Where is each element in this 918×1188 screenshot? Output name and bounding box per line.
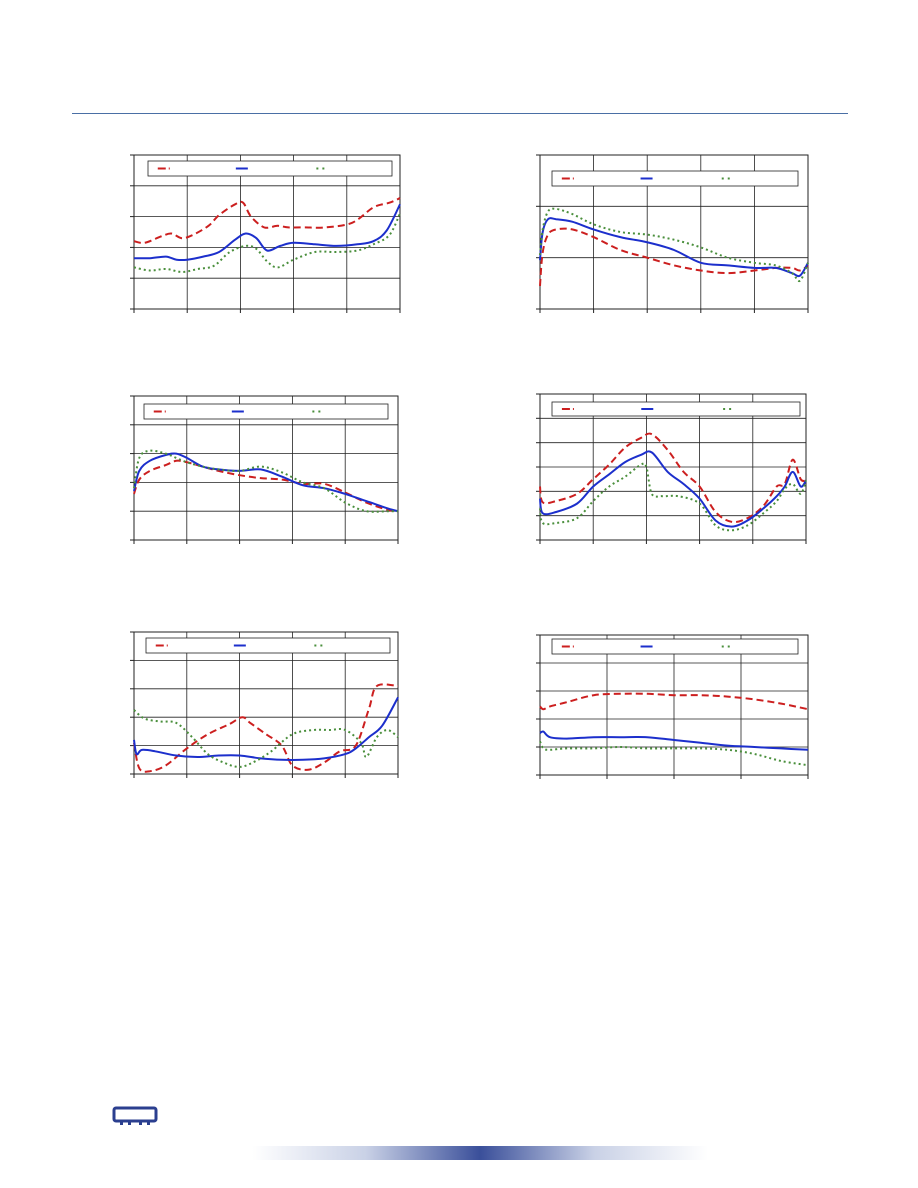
legend-box <box>551 638 799 655</box>
legend-box <box>551 401 801 417</box>
series-line-1 <box>133 197 401 244</box>
series-line-2 <box>133 203 401 262</box>
chart-svg <box>130 631 399 778</box>
plot-frame <box>133 154 401 310</box>
plot-frame <box>133 395 399 541</box>
chart-bottom-left <box>130 631 399 780</box>
chart-top-left <box>130 154 401 315</box>
legend-box <box>551 170 799 187</box>
series-line-2 <box>539 217 809 278</box>
series-line-1 <box>539 432 807 524</box>
header-rule <box>72 113 848 114</box>
series-line-3 <box>133 449 398 513</box>
series-line-2 <box>133 696 399 761</box>
plot-frame <box>539 634 809 776</box>
series-line-3 <box>133 213 401 273</box>
chart-middle-left <box>130 395 399 546</box>
series-line-3 <box>539 207 809 283</box>
chart-middle-right <box>536 393 807 546</box>
chart-svg <box>536 154 809 313</box>
series-line-2 <box>539 730 809 751</box>
series-line-1 <box>133 459 399 513</box>
chip-icon <box>112 1106 158 1126</box>
series-line-2 <box>133 452 399 513</box>
series-line-1 <box>539 227 809 286</box>
legend-box <box>147 160 393 177</box>
series-line-2 <box>539 450 807 528</box>
series-line-3 <box>539 462 807 532</box>
series-line-3 <box>133 709 399 768</box>
chart-top-right <box>536 154 809 315</box>
chart-svg <box>130 395 399 544</box>
chart-svg <box>536 393 807 544</box>
chart-svg <box>536 634 809 779</box>
chart-bottom-right <box>536 634 809 781</box>
series-line-1 <box>539 692 809 711</box>
legend-box <box>143 403 389 420</box>
legend-box <box>145 637 391 654</box>
series-line-1 <box>133 683 399 773</box>
plot-frame <box>539 393 807 541</box>
footer-gradient-bar <box>252 1146 708 1160</box>
chart-svg <box>130 154 401 313</box>
plot-frame <box>539 154 809 310</box>
plot-frame <box>133 631 399 775</box>
